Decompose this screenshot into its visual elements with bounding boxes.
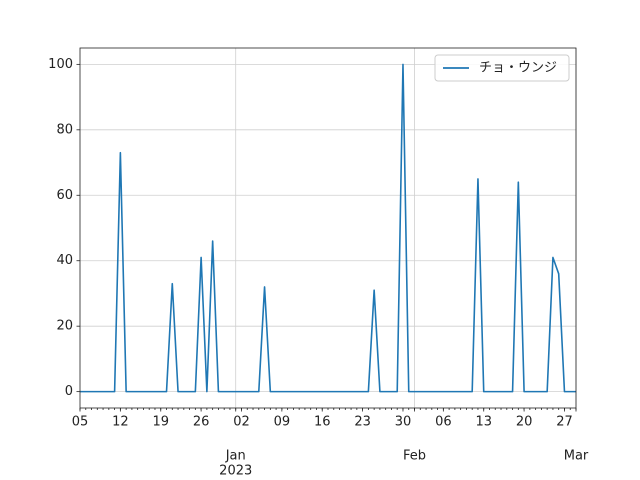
x-tick-label: Jan (225, 449, 246, 464)
y-tick-label: 80 (56, 122, 73, 137)
x-tick-label: 26 (193, 415, 210, 430)
x-tick-label: 30 (395, 415, 412, 430)
legend-box (434, 54, 570, 82)
y-tick-label: 0 (65, 384, 73, 399)
axes-frame (79, 47, 577, 409)
x-tick-label: 13 (475, 415, 492, 430)
y-tick-label: 60 (56, 188, 73, 203)
plot-area (80, 48, 577, 408)
x-tick-label: Mar (564, 449, 589, 464)
x-tick-label: 20 (516, 415, 533, 430)
x-tick-label: 23 (354, 415, 371, 430)
x-tick-label: 09 (274, 415, 291, 430)
year-label: 2023 (219, 464, 252, 479)
y-tick-label: 100 (48, 57, 73, 72)
data-line (80, 63, 576, 393)
x-tick-label: 12 (112, 415, 129, 430)
y-tick-label: 20 (56, 319, 73, 334)
x-tick-label: 02 (233, 415, 250, 430)
legend-label: チョ・ウンジ (479, 61, 557, 76)
x-tick-label: 16 (314, 415, 331, 430)
x-tick-label: Feb (403, 449, 426, 464)
y-tick-label: 40 (56, 253, 73, 268)
x-tick-label: 27 (556, 415, 573, 430)
x-tick-label: 06 (435, 415, 452, 430)
x-tick-label: 05 (72, 415, 89, 430)
x-tick-label: 19 (152, 415, 169, 430)
